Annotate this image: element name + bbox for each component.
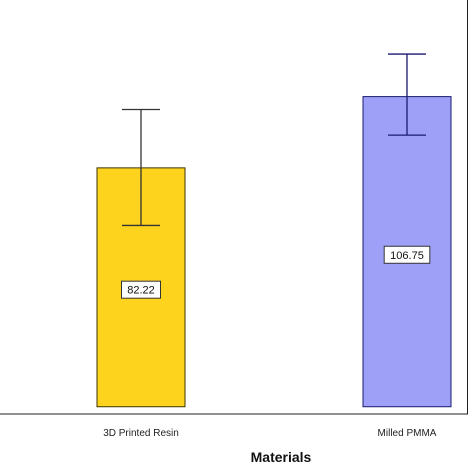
value-label-box-milled-pmma — [383, 245, 431, 264]
value-label-milled-pmma: 106.75 — [390, 250, 424, 262]
x-tick-label-3d-printed-resin: 3D Printed Resin — [103, 428, 179, 439]
x-tick-labels: 3D Printed Resin Milled PMMA — [103, 428, 437, 439]
chart-marks: 82.22 106.75 — [96, 53, 452, 408]
x-tick-label-milled-pmma: Milled PMMA — [378, 428, 437, 439]
x-axis-title: Materials — [251, 449, 312, 465]
value-label-3d-printed-resin: 82.22 — [127, 285, 155, 297]
value-label-box-3d-printed-resin — [121, 280, 161, 299]
